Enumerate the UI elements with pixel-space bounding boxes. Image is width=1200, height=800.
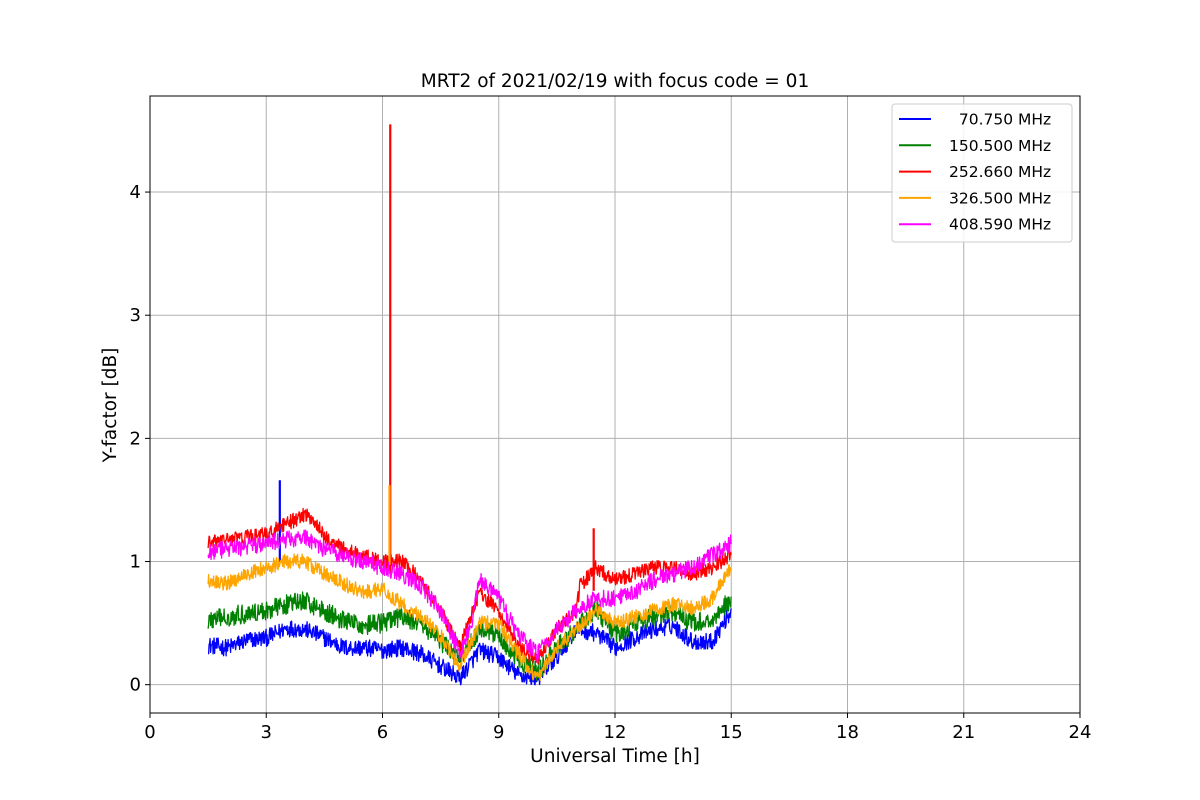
legend-label: 150.500 MHz bbox=[949, 137, 1051, 155]
legend-label: 326.500 MHz bbox=[949, 189, 1051, 207]
x-tick-label: 21 bbox=[952, 722, 975, 743]
series-line-1 bbox=[207, 591, 732, 681]
chart-title: MRT2 of 2021/02/19 with focus code = 01 bbox=[421, 71, 809, 92]
series-line-3 bbox=[207, 553, 732, 682]
series-line-2 bbox=[207, 507, 732, 665]
series-line-4 bbox=[207, 529, 732, 663]
legend-box bbox=[891, 103, 1073, 243]
x-tick-label: 18 bbox=[836, 722, 859, 743]
y-tick-label: 2 bbox=[130, 428, 141, 449]
legend-label: 408.590 MHz bbox=[949, 216, 1051, 234]
y-tick-label: 4 bbox=[130, 182, 141, 203]
y-tick-label: 3 bbox=[130, 305, 141, 326]
legend-label: 70.750 MHz bbox=[949, 111, 1051, 129]
x-tick-label: 9 bbox=[493, 722, 504, 743]
series-layer bbox=[207, 124, 732, 686]
x-tick-label: 6 bbox=[377, 722, 388, 743]
x-axis: 0 3 6 9 12 15 18 21 24 bbox=[144, 713, 1091, 743]
x-tick-label: 24 bbox=[1069, 722, 1092, 743]
y-tick-label: 1 bbox=[130, 552, 141, 573]
x-tick-label: 3 bbox=[261, 722, 272, 743]
legend: 70.750 MHz 150.500 MHz 252.660 MHz 326.500 … bbox=[891, 103, 1073, 243]
legend-label: 252.660 MHz bbox=[949, 163, 1051, 181]
x-tick-label: 0 bbox=[144, 722, 155, 743]
series-line-0 bbox=[207, 608, 732, 686]
x-tick-label: 12 bbox=[604, 722, 627, 743]
x-tick-label: 15 bbox=[720, 722, 743, 743]
y-axis: 0 1 2 3 4 bbox=[130, 182, 150, 696]
y-tick-label: 0 bbox=[130, 675, 141, 696]
y-axis-label: Y-factor [dB] bbox=[100, 348, 121, 464]
x-axis-label: Universal Time [h] bbox=[530, 746, 700, 767]
